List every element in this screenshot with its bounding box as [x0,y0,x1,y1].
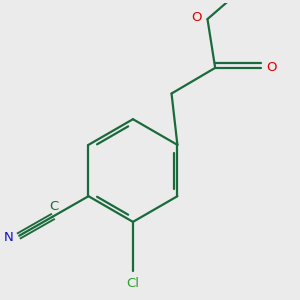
Text: O: O [267,61,277,74]
Text: C: C [50,200,58,213]
Text: Cl: Cl [126,277,140,290]
Text: O: O [191,11,202,24]
Text: N: N [4,231,14,244]
